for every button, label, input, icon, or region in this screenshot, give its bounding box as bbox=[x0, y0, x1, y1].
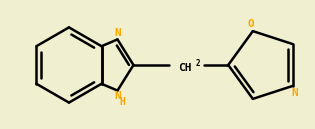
Text: H: H bbox=[119, 97, 125, 107]
Text: 2: 2 bbox=[195, 59, 200, 67]
Text: CH: CH bbox=[178, 63, 192, 73]
Text: N: N bbox=[291, 88, 298, 98]
Text: N: N bbox=[114, 91, 121, 102]
Text: O: O bbox=[248, 19, 254, 29]
Text: N: N bbox=[114, 29, 121, 38]
